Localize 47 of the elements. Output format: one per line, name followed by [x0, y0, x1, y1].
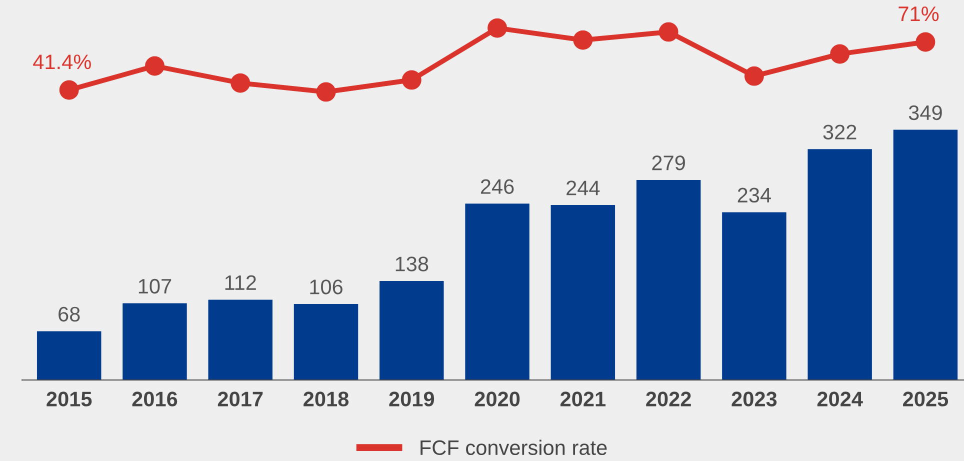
point: [830, 44, 850, 64]
x-tick-label: 2021: [560, 392, 606, 406]
bar: [465, 204, 530, 380]
data-label: 234: [738, 188, 771, 203]
x-tick-label: 2022: [646, 392, 691, 406]
bar: [36, 331, 102, 380]
data-label: 112: [225, 275, 256, 290]
x-tick-label: 2015: [46, 392, 92, 406]
bar: [294, 304, 358, 380]
bar: [380, 281, 444, 380]
x-tick-label: 2019: [389, 392, 434, 406]
point: [402, 70, 422, 90]
data-label: 349: [908, 105, 942, 120]
x-tick-label: 2020: [474, 392, 520, 406]
point: [488, 18, 508, 38]
data-label: 68: [58, 306, 80, 322]
bar: [722, 212, 786, 380]
bar: [208, 300, 272, 380]
point: [744, 66, 764, 86]
bar: [808, 149, 872, 380]
x-tick-label: 2017: [218, 392, 263, 406]
x-tick-label: 2023: [732, 392, 777, 406]
data-label: 279: [652, 156, 685, 170]
point: [59, 80, 79, 100]
point: [230, 73, 250, 93]
bar: [550, 205, 616, 380]
data-label: 138: [396, 256, 428, 272]
data-label: 71%: [898, 6, 939, 22]
x-tick-label: 2018: [304, 392, 349, 406]
x-tick-label: 2025: [903, 392, 948, 406]
data-label: 322: [823, 124, 856, 140]
x-tick-label: 2024: [817, 392, 863, 406]
point: [145, 56, 164, 76]
legend-label: FCF conversion rate: [420, 440, 607, 456]
bar: [122, 303, 187, 380]
data-label: 106: [310, 280, 342, 294]
data-label: 41.4%: [33, 54, 91, 70]
x-tick-label: 2016: [132, 392, 178, 406]
data-label: 244: [566, 180, 600, 196]
point: [658, 22, 678, 42]
point: [573, 30, 593, 50]
bar: [636, 180, 701, 380]
point: [916, 32, 936, 52]
point: [316, 82, 336, 102]
bar: [893, 130, 958, 380]
data-label: 246: [480, 179, 514, 194]
data-label: 107: [138, 278, 172, 294]
